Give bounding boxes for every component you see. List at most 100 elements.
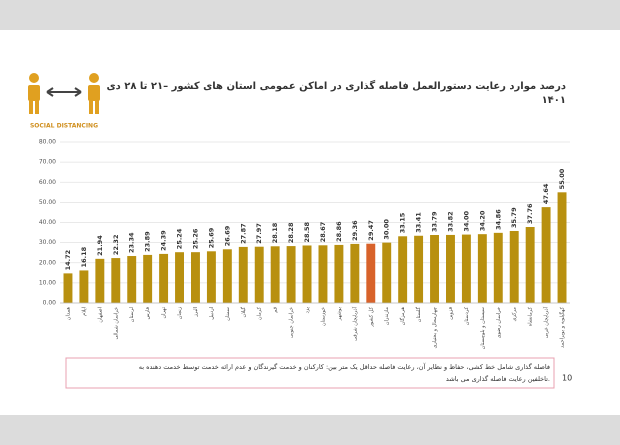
x-tick-label: البرز xyxy=(193,307,199,318)
value-label: 29.47 xyxy=(367,220,375,241)
x-tick-label: فارس xyxy=(145,306,151,319)
x-tick-label: همدان xyxy=(65,307,71,321)
value-label: 22.32 xyxy=(112,235,120,256)
y-tick-label: 40.00 xyxy=(39,219,56,226)
bar xyxy=(95,258,105,303)
bar xyxy=(461,234,471,303)
bar xyxy=(111,258,121,303)
value-label: 21.94 xyxy=(96,235,104,256)
y-tick-label: 50.00 xyxy=(39,199,56,206)
bar xyxy=(302,245,312,303)
bar xyxy=(382,242,392,303)
x-tick-label: خراسان رضوی xyxy=(496,307,502,338)
value-label: 28.67 xyxy=(319,222,327,243)
bar xyxy=(159,253,169,303)
x-tick-label: خوزستان xyxy=(320,307,326,326)
bar xyxy=(414,235,424,303)
bar xyxy=(222,249,232,303)
chart-title: درصد موارد رعایت دستورالعمل فاصله گذاری … xyxy=(106,79,566,92)
x-tick-label: سمنان xyxy=(225,307,231,321)
value-label: 33.41 xyxy=(415,212,423,233)
bar xyxy=(525,227,535,303)
value-label: 23.89 xyxy=(144,231,152,252)
bar xyxy=(270,246,280,303)
value-label: 34.00 xyxy=(462,211,470,232)
x-tick-label: کرمان xyxy=(257,306,263,320)
x-tick-label: چهارمحال و بختیاری xyxy=(432,307,438,348)
x-tick-label: گلستان xyxy=(415,306,422,322)
bar xyxy=(398,236,408,303)
x-tick-label: خراسان جنوبی xyxy=(289,307,295,338)
y-tick-label: 0.00 xyxy=(43,300,57,307)
x-tick-label: ایلام xyxy=(81,307,87,316)
value-label: 16.18 xyxy=(80,246,88,267)
x-tick-label: زنجان xyxy=(177,306,183,319)
value-label: 28.58 xyxy=(303,221,311,242)
x-tick-label: گیلان xyxy=(240,306,247,317)
value-label: 28.86 xyxy=(335,221,343,242)
bar xyxy=(63,273,73,303)
bar xyxy=(350,243,360,303)
logo-text: SOCIAL DISTANCING xyxy=(30,123,98,130)
value-label: 33.79 xyxy=(431,211,439,232)
value-label: 34.20 xyxy=(478,210,486,231)
logo xyxy=(28,73,100,114)
note: فاصله گذاری شامل خط کشی، حفاظ و نظایر آن… xyxy=(139,362,550,371)
x-tick-label: هرمزگان xyxy=(399,307,406,326)
value-label: 23.34 xyxy=(128,232,136,253)
note: تاخلفین رعایت فاصله گذاری می باشد. xyxy=(446,375,550,383)
chart-title: ۱۴۰۱ xyxy=(542,95,566,106)
x-tick-label: آذربایجان غربی xyxy=(543,306,550,338)
x-tick-label: خراسان شمالی xyxy=(113,307,119,340)
x-tick-label: قزوین xyxy=(448,306,454,319)
x-tick-label: کل کشور xyxy=(368,306,374,327)
y-tick-label: 60.00 xyxy=(39,179,56,186)
value-label: 34.86 xyxy=(494,209,502,230)
page-number: 10 xyxy=(562,374,572,383)
bar xyxy=(286,246,296,303)
bar xyxy=(366,243,376,303)
bar xyxy=(143,254,153,303)
bar xyxy=(191,252,200,303)
bar xyxy=(493,232,503,303)
x-tick-label: آذربایجان شرقی xyxy=(351,306,358,340)
bar xyxy=(238,246,248,303)
x-tick-label: مرکزی xyxy=(512,307,518,322)
x-tick-label: کرمانشاه xyxy=(528,306,534,326)
value-label: 14.72 xyxy=(64,250,72,271)
value-label: 24.39 xyxy=(160,230,168,251)
value-label: 33.82 xyxy=(446,211,454,232)
value-label: 35.79 xyxy=(510,207,518,228)
bar xyxy=(206,251,216,303)
note-box xyxy=(65,357,555,389)
value-label: 47.64 xyxy=(542,183,550,204)
bar xyxy=(430,234,439,303)
bar xyxy=(79,270,89,303)
value-label: 25.24 xyxy=(176,228,184,249)
bar xyxy=(557,192,567,303)
y-tick-label: 70.00 xyxy=(39,159,56,166)
y-tick-label: 80.00 xyxy=(39,139,56,146)
x-tick-label: اصفهان xyxy=(97,307,103,323)
value-label: 28.28 xyxy=(287,222,295,243)
value-label: 25.26 xyxy=(191,228,199,249)
value-label: 30.00 xyxy=(383,219,391,240)
bar xyxy=(175,252,184,303)
value-label: 33.15 xyxy=(399,212,407,233)
y-tick-label: 10.00 xyxy=(39,279,56,286)
value-label: 27.87 xyxy=(239,223,247,244)
bar xyxy=(318,245,328,303)
value-label: 26.69 xyxy=(223,225,231,246)
bar xyxy=(541,207,551,303)
value-label: 55.00 xyxy=(558,168,566,189)
x-tick-label: کردستان xyxy=(464,306,470,325)
x-tick-label: لرستان xyxy=(129,307,135,323)
x-tick-label: قم xyxy=(273,306,279,312)
x-tick-label: بوشهر xyxy=(336,307,342,321)
value-label: 28.18 xyxy=(271,222,279,243)
value-label: 29.36 xyxy=(351,220,359,241)
x-tick-label: اردبیل xyxy=(209,307,215,320)
x-tick-label: تهران xyxy=(161,306,167,318)
bar xyxy=(446,234,455,303)
